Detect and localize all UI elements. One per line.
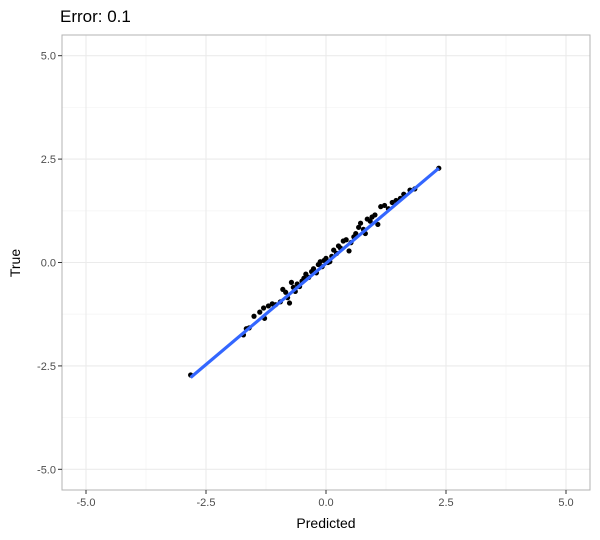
y-tick-label: 5.0: [41, 51, 56, 63]
fit-line-layer: [189, 166, 440, 379]
data-point: [356, 224, 362, 230]
x-tick-label: 5.0: [558, 497, 573, 509]
data-point: [283, 289, 289, 295]
data-point: [372, 212, 378, 218]
x-axis-title: Predicted: [296, 515, 355, 531]
data-point: [261, 305, 267, 311]
x-axis-ticks: -5.0 -2.5 0.0 2.5 5.0: [77, 490, 574, 509]
y-tick-label: 2.5: [41, 154, 56, 166]
y-axis-ticks: -5.0 -2.5 0.0 2.5 5.0: [37, 51, 62, 476]
data-point: [288, 279, 295, 285]
data-point: [389, 199, 395, 206]
data-point: [367, 218, 373, 224]
x-tick-label: -5.0: [77, 497, 96, 509]
data-point: [357, 220, 364, 226]
data-point: [346, 248, 352, 254]
x-tick-label: 0.0: [318, 497, 333, 509]
data-point: [265, 303, 271, 309]
grid-major: [62, 35, 590, 490]
fit-line: [189, 166, 440, 379]
data-point: [375, 221, 381, 228]
y-tick-label: -2.5: [37, 361, 56, 373]
data-point: [257, 309, 263, 315]
data-point: [251, 313, 257, 319]
y-tick-label: -5.0: [37, 464, 56, 476]
x-tick-label: -2.5: [197, 497, 216, 509]
data-point: [381, 202, 388, 209]
data-point: [323, 255, 329, 261]
y-axis-title: True: [7, 249, 23, 277]
data-point: [343, 237, 349, 243]
data-point: [353, 230, 359, 237]
x-tick-label: 2.5: [438, 497, 453, 509]
data-point: [310, 266, 317, 272]
data-point: [286, 300, 293, 306]
chart-title: Error: 0.1: [60, 7, 131, 26]
y-tick-label: 0.0: [41, 258, 56, 270]
